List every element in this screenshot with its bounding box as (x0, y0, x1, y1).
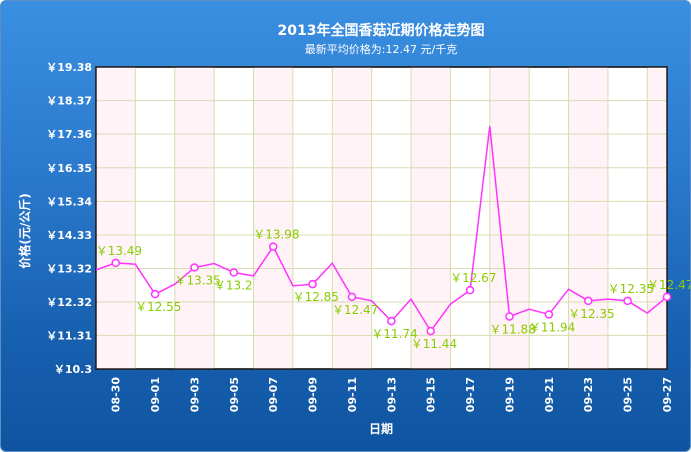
y-tick-label: ￥14.33 (46, 229, 92, 242)
price-line (95, 126, 668, 333)
plot-border (95, 66, 668, 370)
data-label: ￥12.85 (293, 290, 339, 304)
chart-subtitle: 最新平均价格为:12.47 元/千克 (305, 42, 457, 56)
data-point (583, 296, 593, 306)
data-label: ￥12.67 (450, 271, 496, 285)
data-point (347, 292, 357, 302)
y-tick-label: ￥15.34 (46, 195, 92, 208)
data-label: ￥13.35 (174, 274, 220, 288)
y-tick-label: ￥12.32 (46, 296, 92, 309)
plot-band (647, 67, 667, 369)
y-tick-label: ￥19.38 (46, 61, 92, 74)
x-tick-label: 09-25 (622, 377, 635, 412)
data-label: ￥12.55 (135, 300, 181, 314)
x-tick-label: 09-05 (228, 377, 241, 412)
x-tick-label: 08-30 (110, 377, 123, 413)
data-point (505, 312, 514, 321)
x-tick-label: 09-07 (267, 377, 280, 412)
data-label: ￥12.47 (332, 303, 378, 317)
data-point (623, 296, 632, 306)
data-point (229, 268, 239, 277)
data-point (465, 285, 475, 295)
data-label: ￥12.35 (568, 307, 614, 321)
plot-band (332, 67, 372, 369)
x-tick-label: 09-03 (188, 377, 201, 412)
x-tick-label: 09-11 (346, 377, 359, 412)
x-tick-label: 09-21 (543, 377, 556, 412)
chart-title: 2013年全国香菇近期价格走势图 (278, 22, 485, 39)
x-tick-label: 09-17 (464, 377, 477, 412)
data-point (662, 292, 672, 302)
y-tick-label: ￥18.37 (46, 95, 92, 108)
plot-band (96, 67, 136, 369)
data-label: ￥13.49 (96, 244, 142, 258)
x-tick-label: 09-19 (503, 377, 516, 412)
x-axis-label: 日期 (369, 421, 393, 436)
plot-band (253, 67, 293, 369)
y-tick-label: ￥10.3 (54, 363, 92, 376)
data-point (111, 258, 120, 268)
data-point (387, 316, 396, 326)
data-point (426, 326, 435, 336)
plot-band (174, 67, 215, 369)
data-point (308, 279, 317, 289)
plot-band (568, 67, 608, 369)
data-label: ￥13.98 (253, 228, 299, 242)
data-point (150, 289, 160, 299)
data-label: ￥13.2 (214, 279, 253, 293)
y-tick-label: ￥16.35 (46, 162, 92, 175)
data-label: ￥11.94 (529, 320, 575, 334)
plot-band (411, 67, 451, 369)
y-tick-label: ￥13.32 (46, 263, 92, 276)
data-label: ￥11.88 (489, 322, 535, 336)
x-tick-label: 09-13 (385, 377, 398, 412)
data-point (190, 263, 199, 272)
x-tick-label: 09-15 (425, 377, 438, 412)
x-tick-label: 09-09 (307, 377, 320, 412)
x-tick-label: 09-01 (149, 377, 162, 412)
data-point (544, 310, 554, 319)
data-label: ￥11.44 (411, 337, 457, 351)
x-tick-label: 09-27 (661, 377, 674, 412)
y-tick-label: ￥11.31 (46, 329, 92, 342)
data-point (268, 242, 278, 251)
data-label: ￥12.35 (608, 282, 654, 296)
x-tick-label: 09-23 (582, 377, 595, 412)
data-label: ￥12.47 (647, 278, 691, 292)
data-label: ￥11.74 (371, 327, 417, 341)
y-tick-label: ￥17.36 (46, 128, 92, 141)
y-axis-label: 价格(元/公斤) (17, 193, 32, 268)
